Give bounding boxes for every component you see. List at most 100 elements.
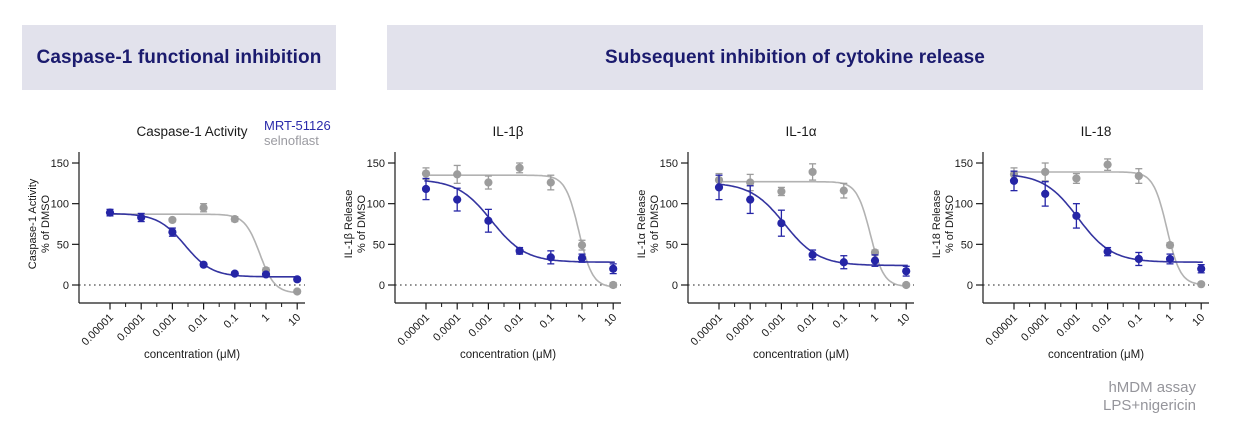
data-point-MRT-51126 (839, 258, 848, 267)
data-point-MRT-51126 (230, 269, 239, 278)
y-tick-label: 0 (379, 280, 385, 292)
y-tick-label: 100 (660, 199, 678, 211)
data-point-MRT-51126 (105, 208, 115, 217)
data-point-selnoflast (546, 178, 555, 187)
x-tick-label: 0.0001 (1019, 312, 1051, 344)
data-point-MRT-51126 (577, 254, 587, 263)
x-axis-label: concentration (μM) (753, 349, 849, 361)
x-tick-label: 1 (575, 312, 588, 325)
data-point-MRT-51126 (515, 246, 524, 255)
data-point-MRT-51126 (1072, 211, 1081, 220)
series-legend: MRT-51126 selnoflast (264, 118, 331, 148)
y-tick-label: 150 (955, 158, 973, 170)
data-point-selnoflast (1134, 171, 1143, 181)
x-tick-label: 0.0001 (115, 312, 147, 344)
data-point-MRT-51126 (902, 267, 911, 276)
data-point-MRT-51126 (261, 270, 271, 279)
data-point-selnoflast (1103, 160, 1112, 169)
data-point-selnoflast (168, 215, 177, 225)
x-tick-label: 10 (895, 312, 912, 329)
x-tick-label: 0.00001 (689, 312, 726, 349)
x-tick-label: 0.01 (795, 312, 819, 336)
y-axis-label-line2: % of DMSO (356, 195, 368, 254)
y-axis-label-line2: % of DMSO (649, 195, 661, 254)
y-axis-label-line2: % of DMSO (40, 195, 52, 254)
data-point-MRT-51126 (168, 228, 177, 237)
y-tick-label: 50 (57, 239, 69, 251)
chart-title: IL-18 (1081, 124, 1112, 139)
x-axis-label: concentration (μM) (144, 349, 240, 361)
banner-cytokine-release-inhibition: Subsequent inhibition of cytokine releas… (387, 25, 1203, 90)
data-point-selnoflast (746, 178, 755, 187)
data-point-MRT-51126 (293, 275, 302, 284)
x-tick-label: 0.001 (760, 312, 788, 340)
fit-curve-selnoflast (424, 174, 615, 288)
data-point-MRT-51126 (1103, 247, 1112, 256)
x-tick-label: 0.1 (222, 312, 241, 331)
data-point-selnoflast (293, 287, 302, 296)
fit-curve-selnoflast (108, 213, 299, 294)
data-point-selnoflast (1165, 241, 1175, 250)
data-point-selnoflast (577, 241, 587, 250)
data-point-selnoflast (902, 280, 911, 290)
data-point-selnoflast (230, 215, 239, 224)
footnote-line-assay: hMDM assay (1108, 379, 1196, 396)
assay-footnote: hMDM assay LPS+nigericin (1103, 379, 1196, 415)
fit-curve-selnoflast (1012, 171, 1203, 286)
data-point-MRT-51126 (808, 250, 817, 260)
x-tick-label: 0.0001 (431, 312, 463, 344)
data-point-MRT-51126 (484, 216, 493, 225)
x-tick-label: 0.001 (151, 312, 179, 340)
data-point-MRT-51126 (746, 195, 755, 204)
x-tick-label: 1 (1163, 312, 1176, 325)
data-point-MRT-51126 (421, 184, 431, 194)
chart-title: IL-1β (492, 124, 523, 139)
x-tick-label: 0.01 (1090, 312, 1114, 336)
x-tick-label: 0.1 (538, 312, 557, 331)
x-tick-label: 0.1 (831, 312, 850, 331)
x-tick-label: 1 (259, 312, 272, 325)
data-point-MRT-51126 (609, 264, 618, 273)
data-point-MRT-51126 (777, 219, 786, 228)
x-tick-label: 0.0001 (724, 312, 756, 344)
data-point-selnoflast (839, 186, 848, 195)
x-tick-label: 0.00001 (396, 312, 433, 349)
y-tick-label: 50 (373, 239, 385, 251)
data-point-selnoflast (609, 280, 618, 290)
chart-title: IL-1α (785, 124, 816, 139)
x-axis-label: concentration (μM) (460, 349, 556, 361)
chart-title: Caspase-1 Activity (136, 124, 247, 139)
x-tick-label: 0.00001 (80, 312, 117, 349)
x-tick-label: 0.001 (1055, 312, 1083, 340)
footnote-line-stimulus: LPS+nigericin (1103, 397, 1196, 414)
fit-curve-selnoflast (717, 180, 908, 287)
x-tick-label: 10 (602, 312, 619, 329)
y-axis-label-line1: IL-1β Release (343, 190, 355, 259)
data-point-MRT-51126 (137, 213, 146, 222)
data-point-MRT-51126 (1165, 254, 1175, 264)
y-tick-label: 0 (967, 280, 973, 292)
legend-item-mrt-51126: MRT-51126 (264, 118, 331, 133)
y-tick-label: 50 (666, 239, 678, 251)
y-tick-label: 0 (672, 280, 678, 292)
data-point-selnoflast (808, 167, 817, 177)
y-tick-label: 50 (961, 239, 973, 251)
data-point-MRT-51126 (1009, 176, 1019, 185)
data-point-MRT-51126 (453, 195, 462, 204)
data-point-selnoflast (453, 170, 462, 179)
data-point-selnoflast (484, 178, 493, 187)
y-tick-label: 100 (51, 199, 69, 211)
y-tick-label: 100 (955, 199, 973, 211)
y-tick-label: 150 (51, 158, 69, 170)
data-point-selnoflast (777, 187, 786, 196)
y-axis-label-line1: IL-18 Release (931, 190, 943, 259)
legend-item-selnoflast: selnoflast (264, 133, 319, 148)
data-point-selnoflast (199, 203, 208, 212)
data-point-selnoflast (1197, 280, 1206, 289)
data-point-selnoflast (1041, 167, 1050, 177)
data-point-MRT-51126 (546, 253, 555, 262)
